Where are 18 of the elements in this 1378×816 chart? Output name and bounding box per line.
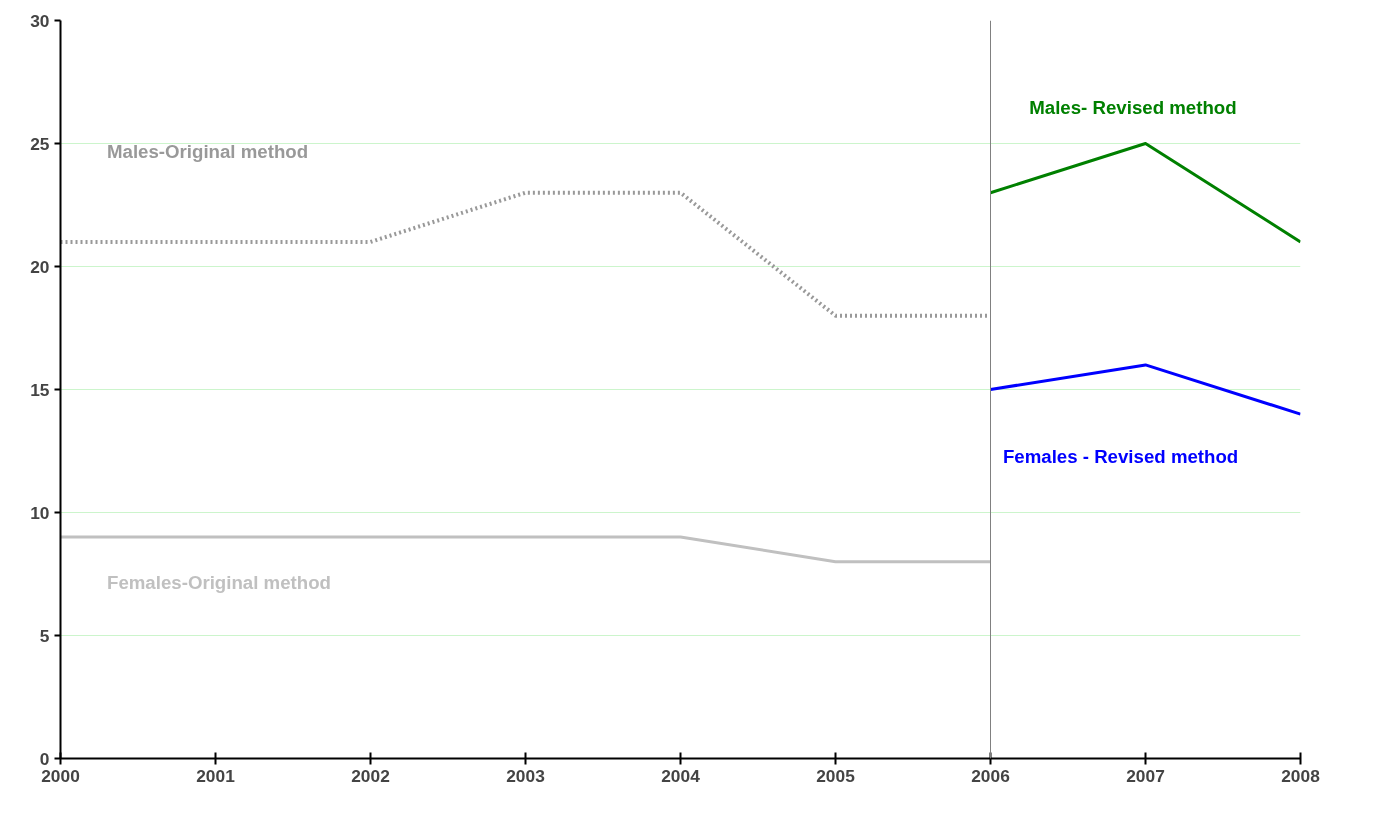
x-tick-label: 2007 — [1126, 765, 1165, 786]
x-tick-label: 2001 — [196, 765, 236, 786]
x-tick-label: 2006 — [971, 765, 1011, 786]
x-tick-label: 2005 — [816, 765, 856, 786]
y-tick-label: 5 — [39, 625, 50, 646]
x-tick-label: 2004 — [661, 765, 701, 786]
text: Females - Revised method — [1002, 446, 1239, 467]
text: Males-Original method — [107, 141, 309, 163]
series-label: Females-Original method — [107, 571, 331, 593]
x-tick-label: 2008 — [1281, 765, 1321, 786]
y-tick-label: 25 — [30, 133, 50, 154]
y-tick-label: 30 — [30, 10, 50, 31]
text: Males- Revised method — [1029, 97, 1237, 119]
x-tick-label: 2002 — [351, 765, 390, 786]
x-tick-label: 2003 — [506, 765, 546, 786]
y-tick-label: 20 — [30, 256, 50, 277]
y-tick-label: 15 — [30, 379, 50, 400]
y-tick-label: 10 — [30, 502, 50, 523]
